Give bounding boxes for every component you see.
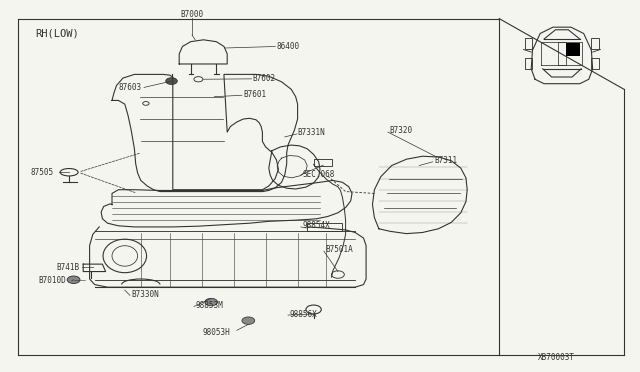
Bar <box>525 58 532 69</box>
Text: 87505: 87505 <box>31 168 54 177</box>
Bar <box>591 58 599 69</box>
Bar <box>566 43 580 56</box>
Circle shape <box>205 298 218 306</box>
Text: B7501A: B7501A <box>325 246 353 254</box>
Text: B7331N: B7331N <box>298 128 325 137</box>
Text: B7311: B7311 <box>434 156 457 165</box>
Text: B741B: B741B <box>56 263 79 272</box>
Circle shape <box>67 276 80 283</box>
Text: 98053H: 98053H <box>202 328 230 337</box>
Text: B7000: B7000 <box>180 10 204 19</box>
Bar <box>314 159 332 166</box>
Text: 98853M: 98853M <box>195 301 223 310</box>
Text: B7602: B7602 <box>253 74 276 83</box>
Text: 98854X: 98854X <box>302 221 330 230</box>
Text: RH(LOW): RH(LOW) <box>35 29 79 38</box>
Bar <box>591 38 599 49</box>
Text: 87603: 87603 <box>118 83 141 92</box>
Bar <box>307 223 342 231</box>
Text: B7320: B7320 <box>389 126 412 135</box>
Bar <box>525 38 532 49</box>
Circle shape <box>242 317 255 324</box>
Text: B7330N: B7330N <box>131 290 159 299</box>
Text: B7010D: B7010D <box>38 276 66 285</box>
Text: XB70003T: XB70003T <box>538 353 575 362</box>
Circle shape <box>166 78 177 84</box>
Text: 98856X: 98856X <box>289 310 317 319</box>
Text: 86400: 86400 <box>276 42 300 51</box>
Text: B7601: B7601 <box>243 90 266 99</box>
Text: SEC.068: SEC.068 <box>302 170 335 179</box>
